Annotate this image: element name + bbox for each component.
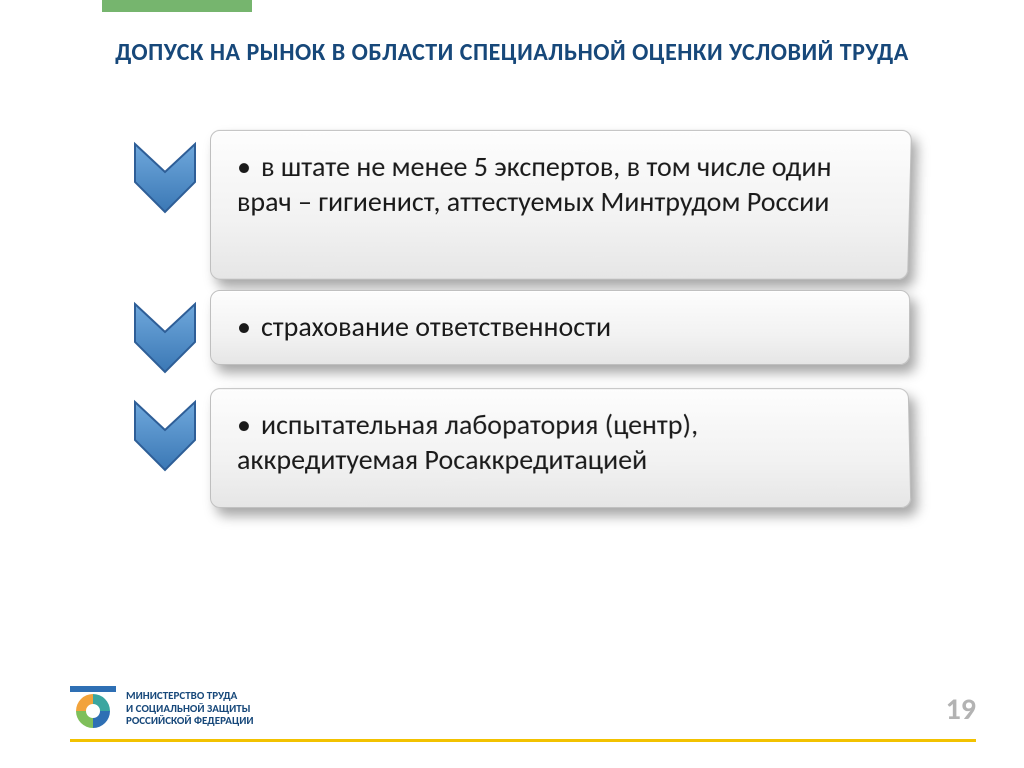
ministry-logo-icon — [70, 686, 116, 732]
footer-logo: МИНИСТЕРСТВО ТРУДА И СОЦИАЛЬНОЙ ЗАЩИТЫ Р… — [70, 686, 254, 732]
chevron-wrap — [120, 290, 210, 378]
org-line-1: МИНИСТЕРСТВО ТРУДА — [126, 690, 254, 703]
list-item-text: испытательная лаборатория (центр), аккре… — [237, 407, 884, 477]
chevron-wrap — [120, 130, 210, 218]
chevron-list: в штате не менее 5 экспертов, в том числ… — [120, 130, 910, 518]
list-row: в штате не менее 5 экспертов, в том числ… — [120, 130, 910, 280]
list-row: испытательная лаборатория (центр), аккре… — [120, 388, 910, 508]
chevron-down-icon — [129, 298, 201, 378]
list-panel: страхование ответственности — [210, 290, 910, 365]
accent-bar — [102, 0, 252, 12]
slide-title: ДОПУСК НА РЫНОК В ОБЛАСТИ СПЕЦИАЛЬНОЙ ОЦ… — [90, 38, 934, 67]
org-line-3: РОССИЙСКОЙ ФЕДЕРАЦИИ — [126, 715, 254, 728]
list-item-text: страхование ответственности — [237, 309, 883, 344]
list-row: страхование ответственности — [120, 290, 910, 378]
bottom-rule — [70, 739, 976, 742]
chevron-down-icon — [129, 138, 201, 218]
slide: ДОПУСК НА РЫНОК В ОБЛАСТИ СПЕЦИАЛЬНОЙ ОЦ… — [0, 0, 1024, 768]
list-panel: в штате не менее 5 экспертов, в том числ… — [210, 130, 912, 280]
page-number: 19 — [946, 691, 976, 728]
ministry-name: МИНИСТЕРСТВО ТРУДА И СОЦИАЛЬНОЙ ЗАЩИТЫ Р… — [126, 690, 254, 728]
list-panel: испытательная лаборатория (центр), аккре… — [210, 388, 911, 508]
chevron-down-icon — [129, 396, 201, 476]
list-item-text: в штате не менее 5 экспертов, в том числ… — [237, 149, 884, 219]
chevron-wrap — [120, 388, 210, 476]
